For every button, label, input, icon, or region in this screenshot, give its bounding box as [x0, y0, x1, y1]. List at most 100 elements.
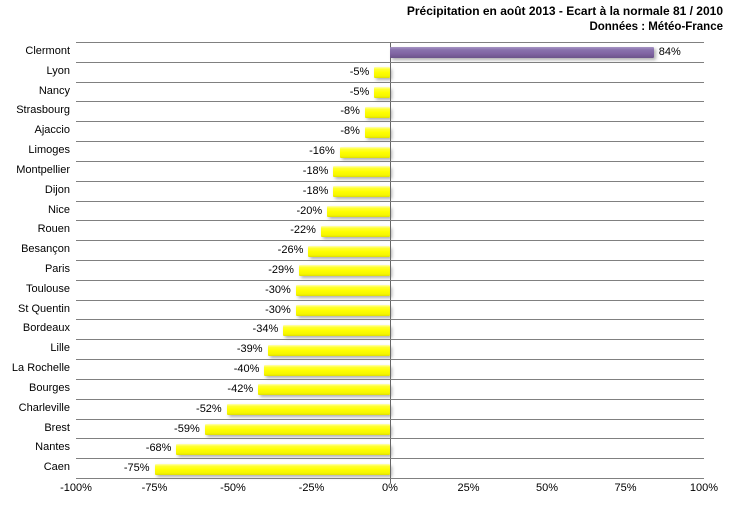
category-label-clermont: Clermont [25, 45, 70, 57]
plot-row [76, 63, 704, 83]
plot-row [76, 380, 704, 400]
category-label-nice: Nice [47, 203, 70, 216]
category-label-bordeaux: Bordeaux [22, 322, 70, 335]
value-label-paris: -29% [268, 264, 294, 276]
value-label-limoges: -16% [309, 145, 335, 158]
plot-row [76, 182, 704, 202]
value-label-dijon: -18% [302, 184, 329, 197]
plot-row [76, 142, 704, 162]
x-tick-label-25: 25% [457, 482, 480, 494]
category-label-st-quentin: St Quentin [18, 302, 70, 315]
x-tick-label-neg50: -50% [220, 482, 246, 494]
category-label-paris: Paris [44, 263, 70, 275]
category-label-brest: Brest [44, 421, 70, 434]
category-label-charleville: Charleville [18, 401, 70, 414]
plot-row [76, 241, 704, 261]
plot-row [76, 83, 704, 103]
bar-ajaccio [364, 126, 390, 138]
bar-caen [154, 463, 390, 475]
category-label-besan-on: Besançon [21, 243, 70, 256]
bar-toulouse [295, 285, 390, 297]
value-label-st-quentin: -30% [265, 303, 291, 316]
value-label-toulouse: -30% [265, 283, 291, 296]
plot-row [76, 43, 704, 63]
x-tick-label-0: 0% [382, 482, 398, 494]
bar-nancy [374, 87, 390, 99]
plot-row [76, 162, 704, 182]
category-label-ajaccio: Ajaccio [34, 124, 70, 137]
plot-row [76, 202, 704, 222]
plot-row [76, 281, 704, 301]
x-tick-label-neg25: -25% [298, 482, 325, 494]
x-tick-label-neg75: -75% [141, 482, 168, 494]
bar-bourges [258, 384, 390, 396]
bar-la-rochelle [264, 364, 390, 376]
category-label-montpellier: Montpellier [16, 163, 70, 176]
value-label-charleville: -52% [196, 402, 222, 415]
plot-row [76, 360, 704, 380]
plot-row [76, 301, 704, 321]
bar-nice [327, 205, 390, 217]
x-tick-label-100: 100% [689, 482, 719, 494]
category-label-dijon: Dijon [44, 183, 70, 196]
x-tick-label-50: 50% [535, 482, 559, 494]
value-label-montpellier: -18% [302, 164, 329, 177]
value-label-bourges: -42% [227, 382, 254, 395]
plot-area: 84% -5% -5% -8% -8% -16% -18% -18% -20% -22% -26% -… [76, 42, 704, 483]
bar-rouen [320, 225, 390, 237]
value-label-caen: -75% [123, 462, 150, 475]
plot-row [76, 221, 704, 242]
plot-row [76, 340, 704, 361]
bar-limoges [339, 146, 390, 158]
category-label-nancy: Nancy [38, 84, 70, 97]
category-label-rouen: Rouen [37, 223, 70, 236]
plot-row [76, 261, 704, 281]
category-label-caen: Caen [43, 461, 70, 474]
value-label-la-rochelle: -40% [233, 363, 260, 376]
category-label-strasbourg: Strasbourg [16, 104, 70, 117]
bar-montpellier [333, 166, 390, 178]
bar-charleville [226, 404, 390, 416]
plot-row [76, 122, 704, 143]
bar-brest [204, 423, 390, 435]
chart-subtitle: Données : Météo-France [589, 21, 723, 33]
plot-row [76, 459, 704, 479]
category-label-lille: Lille [50, 342, 70, 355]
value-label-nantes: -68% [145, 442, 172, 455]
category-label-limoges: Limoges [28, 144, 70, 157]
plot-row [76, 320, 704, 341]
bar-lyon [374, 67, 390, 79]
bar-dijon [333, 186, 390, 198]
value-label-besan-on: -26% [277, 244, 304, 257]
category-axis: Clermont Lyon Nancy Strasbourg Ajaccio Limoge… [0, 42, 70, 478]
plot-row [76, 400, 704, 420]
value-label-bordeaux: -34% [252, 323, 279, 336]
category-label-lyon: Lyon [46, 64, 70, 77]
value-label-clermont: 84% [658, 46, 681, 58]
category-label-la-rochelle: La Rochelle [11, 362, 70, 375]
value-label-nice: -20% [296, 204, 323, 217]
category-label-toulouse: Toulouse [25, 282, 70, 295]
value-label-lyon: -5% [349, 65, 370, 78]
value-label-nancy: -5% [349, 85, 370, 98]
bar-paris [298, 265, 390, 277]
plot-row [76, 102, 704, 123]
bar-st-quentin [295, 305, 390, 317]
value-label-brest: -59% [174, 422, 200, 435]
value-label-lille: -39% [236, 343, 263, 356]
zero-axis-line [390, 43, 391, 483]
x-tick-label-neg100: -100% [60, 482, 92, 494]
bar-lille [267, 344, 390, 356]
x-axis: -100% -75% -50% -25% 0% 25% 50% 75% 100% [60, 482, 718, 498]
value-label-ajaccio: -8% [340, 125, 360, 138]
bar-clermont [390, 47, 654, 59]
bar-nantes [176, 443, 390, 455]
bar-bordeaux [283, 324, 390, 336]
value-label-strasbourg: -8% [340, 105, 360, 118]
chart-title-block: Précipitation en août 2013 - Ecart à la … [407, 4, 723, 34]
bar-besan-on [308, 245, 390, 257]
plot-row [76, 439, 704, 460]
x-tick-label-75: 75% [614, 482, 637, 494]
category-label-bourges: Bourges [29, 381, 70, 394]
